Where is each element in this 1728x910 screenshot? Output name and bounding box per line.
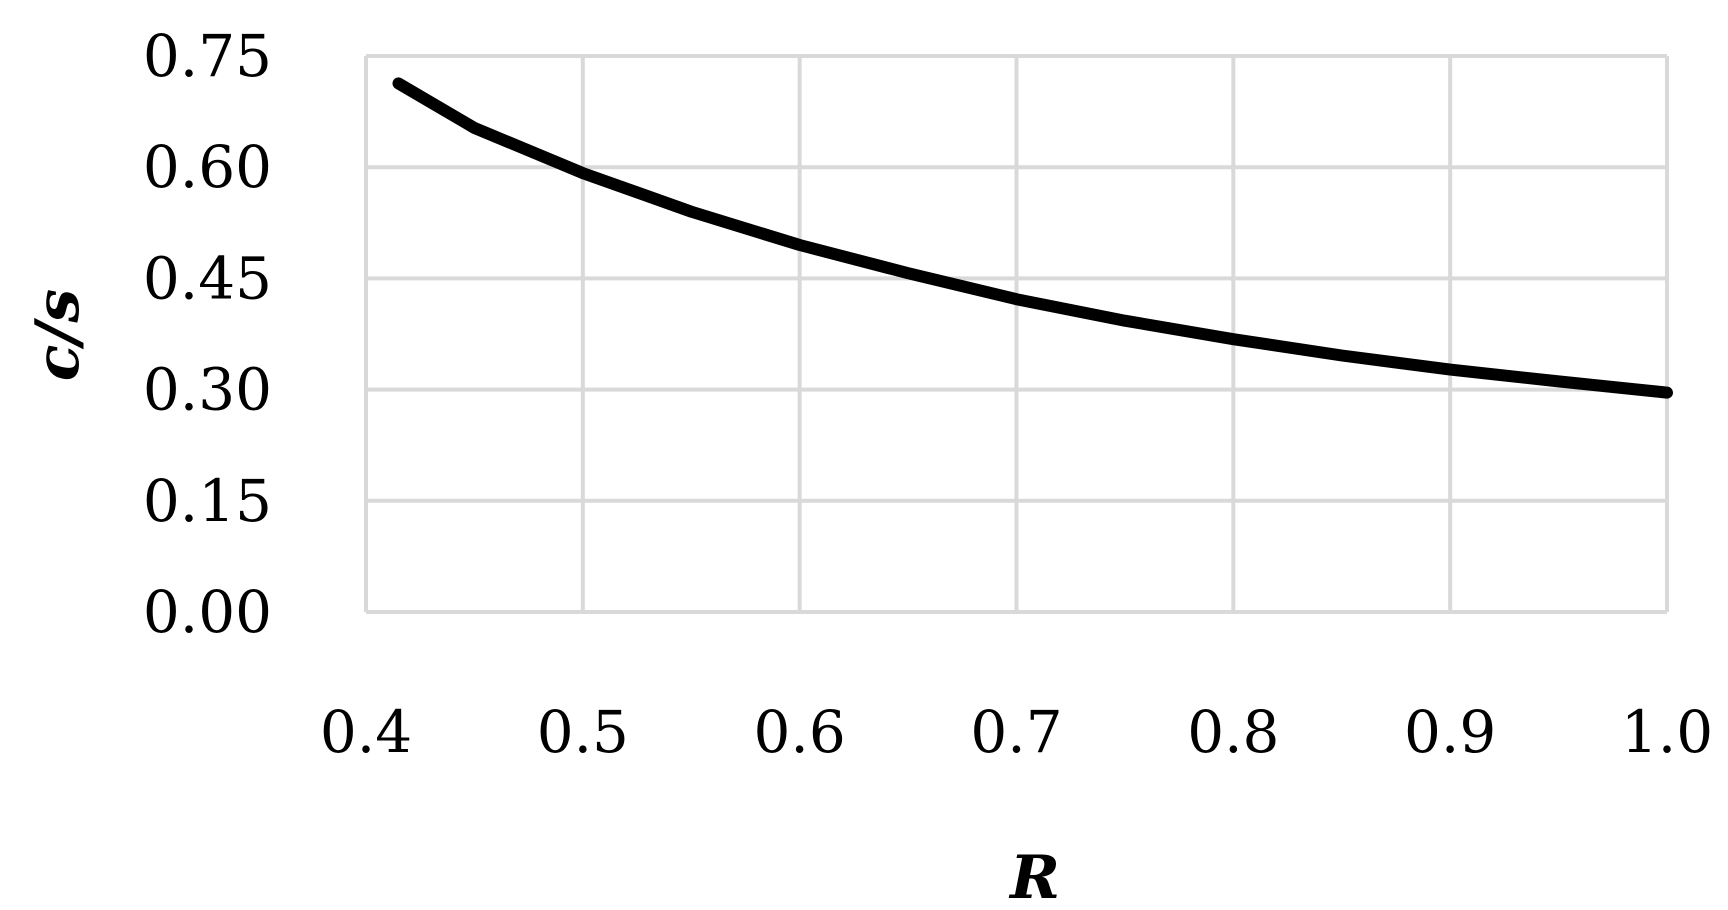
- grid: [366, 54, 1669, 612]
- series-layer: [392, 77, 1673, 399]
- axes: [364, 56, 1667, 614]
- x-tick-label: 0.6: [754, 698, 846, 766]
- tick-labels: 0.00 0.15 0.30 0.45 0.60 0.75 0.4 0.5 0.6 0.7 0.8 0…: [143, 22, 1713, 766]
- y-tick-label: 0.75: [143, 22, 272, 90]
- x-tick-label: 1.0: [1621, 698, 1713, 766]
- y-tick-label: 0.15: [143, 467, 272, 535]
- y-tick-label: 0.45: [143, 244, 272, 312]
- x-tick-label: 0.5: [537, 698, 629, 766]
- x-axis-title: R: [1008, 843, 1060, 910]
- x-tick-label: 0.8: [1187, 698, 1279, 766]
- y-tick-label: 0.60: [143, 133, 272, 201]
- x-tick-label: 0.7: [970, 698, 1062, 766]
- x-tick-label: 0.9: [1404, 698, 1496, 766]
- series-line: [392, 77, 1673, 399]
- y-axis-title: c/s: [23, 289, 93, 381]
- y-tick-label: 0.00: [143, 578, 272, 646]
- x-tick-label: 0.4: [320, 698, 412, 766]
- y-tick-label: 0.30: [143, 356, 272, 424]
